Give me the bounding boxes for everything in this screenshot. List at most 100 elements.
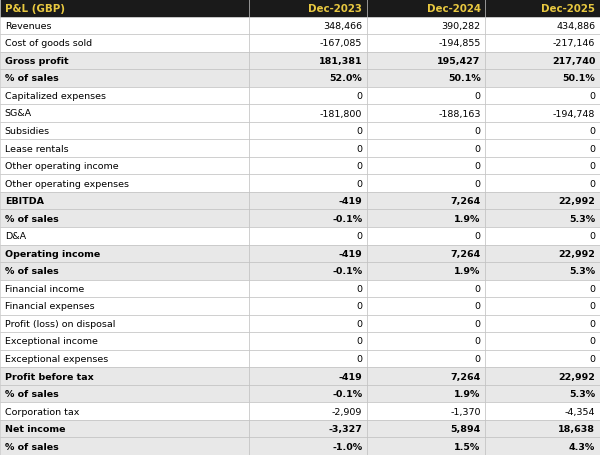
- Bar: [485, 175, 600, 192]
- Bar: [485, 87, 600, 105]
- Text: % of sales: % of sales: [5, 442, 59, 451]
- Text: Other operating income: Other operating income: [5, 162, 118, 171]
- Text: 5,894: 5,894: [451, 424, 481, 433]
- Bar: [0, 420, 249, 438]
- Bar: [367, 385, 485, 403]
- Text: 0: 0: [356, 302, 362, 311]
- Text: 434,886: 434,886: [556, 22, 595, 31]
- Text: -0.1%: -0.1%: [332, 389, 362, 398]
- Bar: [485, 70, 600, 87]
- Bar: [249, 210, 367, 228]
- Bar: [0, 333, 249, 350]
- Bar: [367, 17, 485, 35]
- Text: 0: 0: [475, 144, 481, 153]
- Text: Other operating expenses: Other operating expenses: [5, 179, 129, 188]
- Text: % of sales: % of sales: [5, 389, 59, 398]
- Text: 1.9%: 1.9%: [454, 214, 481, 223]
- Bar: [367, 175, 485, 192]
- Bar: [0, 157, 249, 175]
- Text: -1,370: -1,370: [450, 407, 481, 416]
- Bar: [0, 105, 249, 122]
- Text: Revenues: Revenues: [5, 22, 52, 31]
- Text: 0: 0: [475, 127, 481, 136]
- Text: 0: 0: [589, 144, 595, 153]
- Bar: [485, 192, 600, 210]
- Bar: [0, 350, 249, 368]
- Text: 50.1%: 50.1%: [448, 74, 481, 83]
- Text: -188,163: -188,163: [438, 109, 481, 118]
- Bar: [0, 315, 249, 333]
- Text: 5.3%: 5.3%: [569, 214, 595, 223]
- Bar: [485, 228, 600, 245]
- Bar: [485, 210, 600, 228]
- Text: 7,264: 7,264: [451, 249, 481, 258]
- Bar: [485, 315, 600, 333]
- Bar: [249, 333, 367, 350]
- Text: 52.0%: 52.0%: [329, 74, 362, 83]
- Text: 0: 0: [475, 179, 481, 188]
- Text: P&L (GBP): P&L (GBP): [5, 4, 65, 14]
- Text: -4,354: -4,354: [565, 407, 595, 416]
- Bar: [249, 403, 367, 420]
- Bar: [0, 52, 249, 70]
- Text: Dec-2025: Dec-2025: [541, 4, 595, 14]
- Bar: [0, 263, 249, 280]
- Bar: [485, 105, 600, 122]
- Text: 0: 0: [589, 92, 595, 101]
- Text: Financial expenses: Financial expenses: [5, 302, 94, 311]
- Text: Exceptional expenses: Exceptional expenses: [5, 354, 108, 363]
- Text: 0: 0: [589, 284, 595, 293]
- Text: Financial income: Financial income: [5, 284, 84, 293]
- Text: % of sales: % of sales: [5, 214, 59, 223]
- Text: 217,740: 217,740: [552, 57, 595, 66]
- Bar: [249, 350, 367, 368]
- Text: -1.0%: -1.0%: [332, 442, 362, 451]
- Text: 0: 0: [475, 354, 481, 363]
- Text: % of sales: % of sales: [5, 267, 59, 276]
- Bar: [367, 210, 485, 228]
- Bar: [367, 140, 485, 157]
- Bar: [485, 368, 600, 385]
- Text: 0: 0: [475, 319, 481, 328]
- Text: 5.3%: 5.3%: [569, 267, 595, 276]
- Text: 0: 0: [475, 162, 481, 171]
- Text: -2,909: -2,909: [332, 407, 362, 416]
- Text: Profit (loss) on disposal: Profit (loss) on disposal: [5, 319, 115, 328]
- Bar: [367, 105, 485, 122]
- Bar: [0, 385, 249, 403]
- Bar: [485, 420, 600, 438]
- Text: 7,264: 7,264: [451, 372, 481, 381]
- Bar: [367, 0, 485, 17]
- Text: -419: -419: [338, 249, 362, 258]
- Bar: [249, 52, 367, 70]
- Text: Profit before tax: Profit before tax: [5, 372, 94, 381]
- Bar: [249, 0, 367, 17]
- Text: 0: 0: [589, 127, 595, 136]
- Text: Operating income: Operating income: [5, 249, 100, 258]
- Text: -419: -419: [338, 372, 362, 381]
- Bar: [0, 280, 249, 298]
- Bar: [0, 70, 249, 87]
- Text: -181,800: -181,800: [320, 109, 362, 118]
- Bar: [367, 263, 485, 280]
- Bar: [249, 385, 367, 403]
- Text: 5.3%: 5.3%: [569, 389, 595, 398]
- Bar: [485, 350, 600, 368]
- Bar: [367, 70, 485, 87]
- Bar: [249, 70, 367, 87]
- Bar: [249, 87, 367, 105]
- Text: 0: 0: [589, 162, 595, 171]
- Text: Lease rentals: Lease rentals: [5, 144, 68, 153]
- Bar: [0, 140, 249, 157]
- Bar: [367, 87, 485, 105]
- Bar: [485, 17, 600, 35]
- Bar: [367, 368, 485, 385]
- Text: 0: 0: [589, 319, 595, 328]
- Bar: [485, 438, 600, 455]
- Bar: [249, 315, 367, 333]
- Text: 0: 0: [475, 232, 481, 241]
- Text: 1.9%: 1.9%: [454, 267, 481, 276]
- Bar: [485, 333, 600, 350]
- Text: 50.1%: 50.1%: [562, 74, 595, 83]
- Text: 0: 0: [475, 337, 481, 346]
